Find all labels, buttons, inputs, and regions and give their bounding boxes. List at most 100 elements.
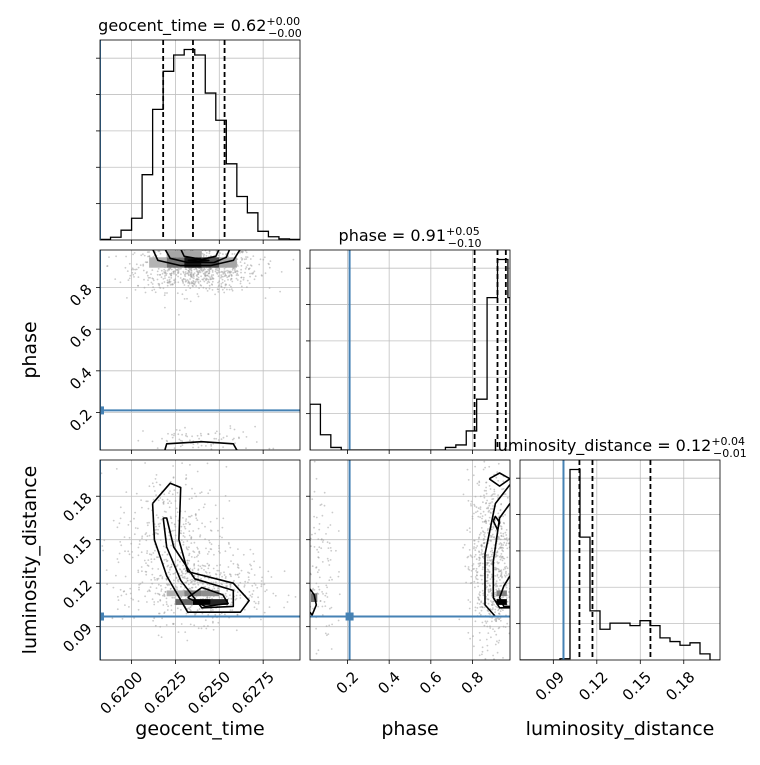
- scatter-point: [167, 432, 169, 435]
- scatter-point: [125, 491, 128, 493]
- x-tick-label: 0.18: [662, 668, 698, 704]
- scatter-point: [172, 477, 175, 479]
- scatter-point: [250, 265, 253, 267]
- scatter-point: [483, 489, 486, 492]
- scatter-point: [164, 586, 167, 589]
- scatter-point: [235, 277, 238, 280]
- scatter-point: [190, 271, 193, 274]
- scatter-point: [337, 575, 340, 578]
- scatter-point: [164, 292, 166, 294]
- scatter-point: [141, 537, 143, 539]
- scatter-point: [170, 268, 173, 271]
- scatter-point: [213, 587, 216, 590]
- scatter-point: [156, 270, 159, 273]
- scatter-point: [218, 547, 221, 549]
- scatter-point: [220, 572, 222, 574]
- scatter-point: [229, 271, 232, 274]
- scatter-point: [217, 275, 220, 278]
- scatter-point: [148, 553, 151, 556]
- scatter-point: [328, 542, 331, 545]
- scatter-point: [196, 442, 199, 445]
- scatter-point: [206, 553, 209, 555]
- heatmap-cell: [166, 257, 185, 268]
- scatter-point: [506, 556, 509, 559]
- scatter-point: [478, 559, 481, 561]
- scatter-point: [502, 532, 505, 535]
- scatter-point: [193, 541, 196, 544]
- scatter-point: [185, 520, 187, 522]
- scatter-point: [494, 591, 497, 594]
- scatter-point: [505, 572, 507, 575]
- scatter-point: [151, 582, 154, 585]
- y-tick-label: 0.18: [59, 489, 95, 525]
- scatter-point: [194, 579, 197, 582]
- scatter-point: [486, 556, 489, 559]
- scatter-point: [152, 286, 155, 288]
- scatter-point: [184, 631, 187, 633]
- scatter-point: [485, 522, 488, 525]
- scatter-point: [118, 522, 121, 525]
- scatter-point: [159, 599, 162, 602]
- scatter-point: [473, 580, 476, 583]
- scatter-point: [504, 626, 507, 628]
- scatter-point: [145, 500, 148, 503]
- scatter-point: [193, 563, 196, 566]
- scatter-point: [132, 598, 135, 601]
- scatter-point: [170, 273, 173, 275]
- scatter-point: [489, 625, 491, 628]
- scatter-point: [480, 543, 483, 546]
- scatter-point: [211, 280, 214, 283]
- scatter-point: [473, 547, 475, 550]
- scatter-point: [169, 588, 172, 590]
- scatter-point: [167, 571, 170, 574]
- scatter-point: [264, 297, 267, 299]
- scatter-point: [318, 576, 321, 579]
- scatter-point: [206, 290, 209, 292]
- scatter-point: [111, 617, 114, 620]
- scatter-point: [498, 589, 500, 591]
- scatter-point: [479, 554, 481, 556]
- scatter-point: [484, 658, 487, 660]
- scatter-point: [249, 272, 251, 275]
- panel-frame: [99, 249, 301, 451]
- scatter-point: [241, 251, 244, 254]
- scatter-point: [249, 548, 252, 551]
- scatter-point: [171, 596, 174, 599]
- scatter-point: [491, 508, 494, 510]
- scatter-point: [193, 567, 196, 570]
- scatter-point: [181, 440, 184, 443]
- scatter-point: [195, 517, 198, 520]
- scatter-point: [326, 541, 329, 544]
- scatter-point: [170, 609, 173, 611]
- scatter-point: [208, 596, 211, 599]
- scatter-point: [225, 283, 228, 286]
- scatter-point: [474, 495, 477, 498]
- scatter-point: [488, 591, 490, 594]
- scatter-point: [223, 286, 226, 289]
- x-tick-label: 0.09: [532, 668, 568, 704]
- scatter-point: [481, 515, 484, 517]
- scatter-point: [205, 252, 208, 254]
- scatter-point: [207, 278, 210, 281]
- scatter-point: [495, 555, 498, 558]
- scatter-point: [488, 571, 491, 574]
- scatter-point: [146, 550, 149, 552]
- scatter-point: [487, 582, 489, 585]
- scatter-point: [272, 447, 275, 450]
- scatter-point: [140, 566, 143, 568]
- scatter-point: [494, 593, 497, 596]
- scatter-point: [337, 619, 340, 622]
- scatter-point: [153, 617, 156, 620]
- scatter-point: [486, 644, 489, 647]
- scatter-point: [325, 592, 328, 595]
- scatter-point: [119, 541, 122, 543]
- scatter-point: [478, 631, 481, 634]
- scatter-point: [501, 559, 504, 562]
- scatter-point: [203, 280, 206, 283]
- scatter-point: [218, 267, 221, 270]
- scatter-point: [479, 516, 481, 518]
- scatter-point: [315, 516, 318, 519]
- scatter-point: [327, 526, 329, 529]
- scatter-point: [246, 256, 249, 258]
- scatter-point: [479, 564, 481, 566]
